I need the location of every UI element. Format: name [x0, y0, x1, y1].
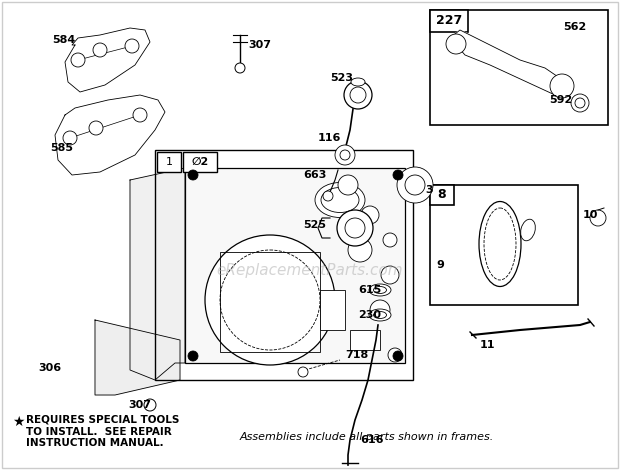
Text: eReplacementParts.com: eReplacementParts.com [216, 263, 404, 277]
Text: 227: 227 [436, 15, 462, 28]
Circle shape [335, 145, 355, 165]
Text: 585: 585 [50, 143, 73, 153]
Circle shape [71, 53, 85, 67]
Text: 11: 11 [480, 340, 495, 350]
Polygon shape [55, 95, 165, 175]
Circle shape [93, 43, 107, 57]
Ellipse shape [369, 309, 391, 321]
Bar [320, 290, 345, 330]
Circle shape [188, 170, 198, 180]
Bar [430, 10, 468, 32]
Bar [157, 152, 181, 172]
Text: 307: 307 [248, 40, 271, 50]
Text: 8: 8 [438, 188, 446, 202]
Circle shape [298, 367, 308, 377]
Text: 306: 306 [38, 363, 61, 373]
Text: 1: 1 [166, 157, 172, 167]
Circle shape [205, 235, 335, 365]
Ellipse shape [484, 208, 516, 280]
Ellipse shape [373, 287, 386, 293]
Text: 584: 584 [52, 35, 75, 45]
Circle shape [352, 332, 368, 348]
Circle shape [405, 175, 425, 195]
Circle shape [338, 175, 358, 195]
Circle shape [361, 206, 379, 224]
Circle shape [393, 351, 403, 361]
Bar [430, 10, 608, 125]
Ellipse shape [321, 188, 359, 212]
Polygon shape [65, 28, 150, 92]
Text: 3: 3 [425, 185, 433, 195]
Circle shape [388, 348, 402, 362]
Bar [350, 330, 380, 350]
Circle shape [188, 351, 198, 361]
Text: 230: 230 [358, 310, 381, 320]
Polygon shape [450, 30, 570, 95]
Circle shape [133, 108, 147, 122]
Text: 616: 616 [360, 435, 384, 445]
Ellipse shape [373, 312, 386, 319]
Circle shape [370, 300, 390, 320]
Circle shape [220, 250, 320, 350]
Bar [155, 150, 413, 380]
Circle shape [337, 210, 373, 246]
Text: 116: 116 [318, 133, 342, 143]
Circle shape [550, 74, 574, 98]
Ellipse shape [521, 219, 535, 241]
Circle shape [446, 34, 466, 54]
Text: 718: 718 [345, 350, 368, 360]
Circle shape [381, 266, 399, 284]
Text: 562: 562 [563, 22, 587, 32]
Circle shape [393, 170, 403, 180]
Circle shape [383, 233, 397, 247]
Circle shape [350, 87, 366, 103]
Text: 9: 9 [436, 260, 444, 270]
Text: REQUIRES SPECIAL TOOLS
TO INSTALL.  SEE REPAIR
INSTRUCTION MANUAL.: REQUIRES SPECIAL TOOLS TO INSTALL. SEE R… [26, 415, 179, 448]
Circle shape [235, 63, 245, 73]
Circle shape [89, 121, 103, 135]
Text: 663: 663 [303, 170, 326, 180]
Ellipse shape [315, 182, 365, 218]
Text: ∅2: ∅2 [192, 157, 208, 167]
Bar [430, 185, 578, 305]
Text: 615: 615 [358, 285, 381, 295]
Bar [183, 152, 217, 172]
Text: ★: ★ [12, 415, 25, 429]
Ellipse shape [369, 284, 391, 296]
Text: 592: 592 [549, 95, 572, 105]
Circle shape [397, 167, 433, 203]
Text: Assemblies include all parts shown in frames.: Assemblies include all parts shown in fr… [240, 432, 494, 442]
Text: 525: 525 [303, 220, 326, 230]
Circle shape [348, 238, 372, 262]
Text: 523: 523 [330, 73, 353, 83]
Polygon shape [95, 320, 180, 395]
Bar [185, 168, 405, 363]
Circle shape [575, 98, 585, 108]
Ellipse shape [479, 202, 521, 287]
Circle shape [590, 210, 606, 226]
Bar [430, 185, 454, 205]
Text: 10: 10 [583, 210, 598, 220]
Circle shape [125, 39, 139, 53]
Circle shape [340, 150, 350, 160]
Circle shape [144, 399, 156, 411]
Circle shape [344, 81, 372, 109]
Circle shape [63, 131, 77, 145]
Circle shape [323, 191, 333, 201]
Circle shape [345, 218, 365, 238]
Text: 307: 307 [128, 400, 151, 410]
Circle shape [571, 94, 589, 112]
Bar [220, 252, 320, 352]
Polygon shape [130, 168, 185, 380]
Ellipse shape [351, 78, 365, 86]
